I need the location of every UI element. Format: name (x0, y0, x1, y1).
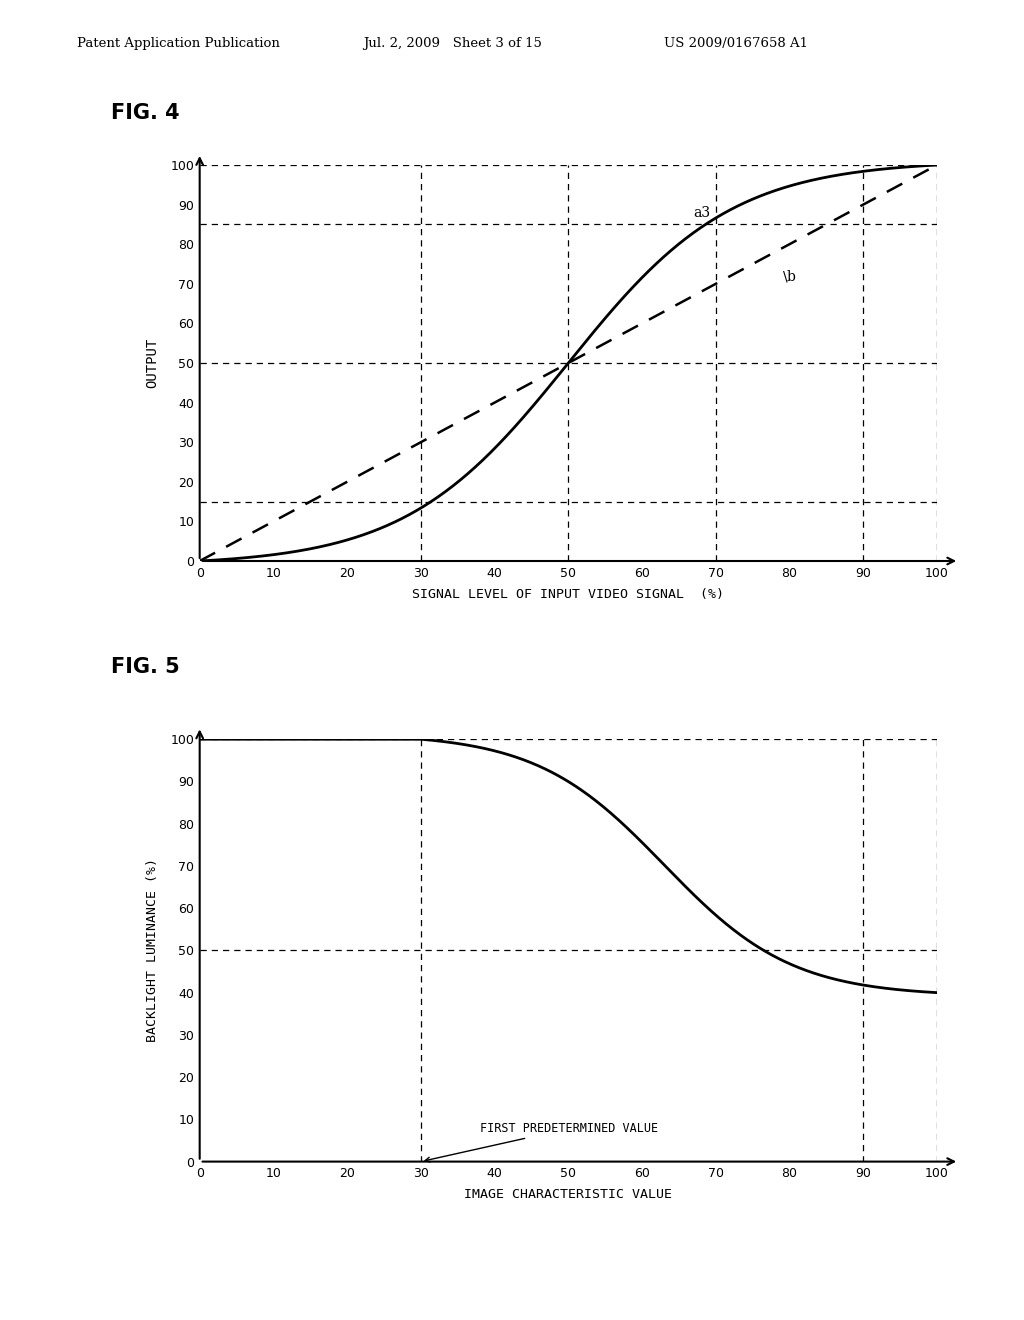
Text: Jul. 2, 2009   Sheet 3 of 15: Jul. 2, 2009 Sheet 3 of 15 (364, 37, 543, 50)
X-axis label: IMAGE CHARACTERISTIC VALUE: IMAGE CHARACTERISTIC VALUE (464, 1188, 673, 1201)
X-axis label: SIGNAL LEVEL OF INPUT VIDEO SIGNAL  (%): SIGNAL LEVEL OF INPUT VIDEO SIGNAL (%) (413, 587, 724, 601)
Text: FIG. 5: FIG. 5 (111, 657, 179, 677)
Text: $\backslash$b: $\backslash$b (782, 268, 797, 284)
Text: a3: a3 (693, 206, 711, 219)
Y-axis label: OUTPUT: OUTPUT (145, 338, 159, 388)
Text: US 2009/0167658 A1: US 2009/0167658 A1 (664, 37, 808, 50)
Y-axis label: BACKLIGHT LUMINANCE (%): BACKLIGHT LUMINANCE (%) (146, 858, 159, 1043)
Text: Patent Application Publication: Patent Application Publication (77, 37, 280, 50)
Text: FIG. 4: FIG. 4 (111, 103, 179, 123)
Text: FIRST PREDETERMINED VALUE: FIRST PREDETERMINED VALUE (425, 1122, 658, 1162)
